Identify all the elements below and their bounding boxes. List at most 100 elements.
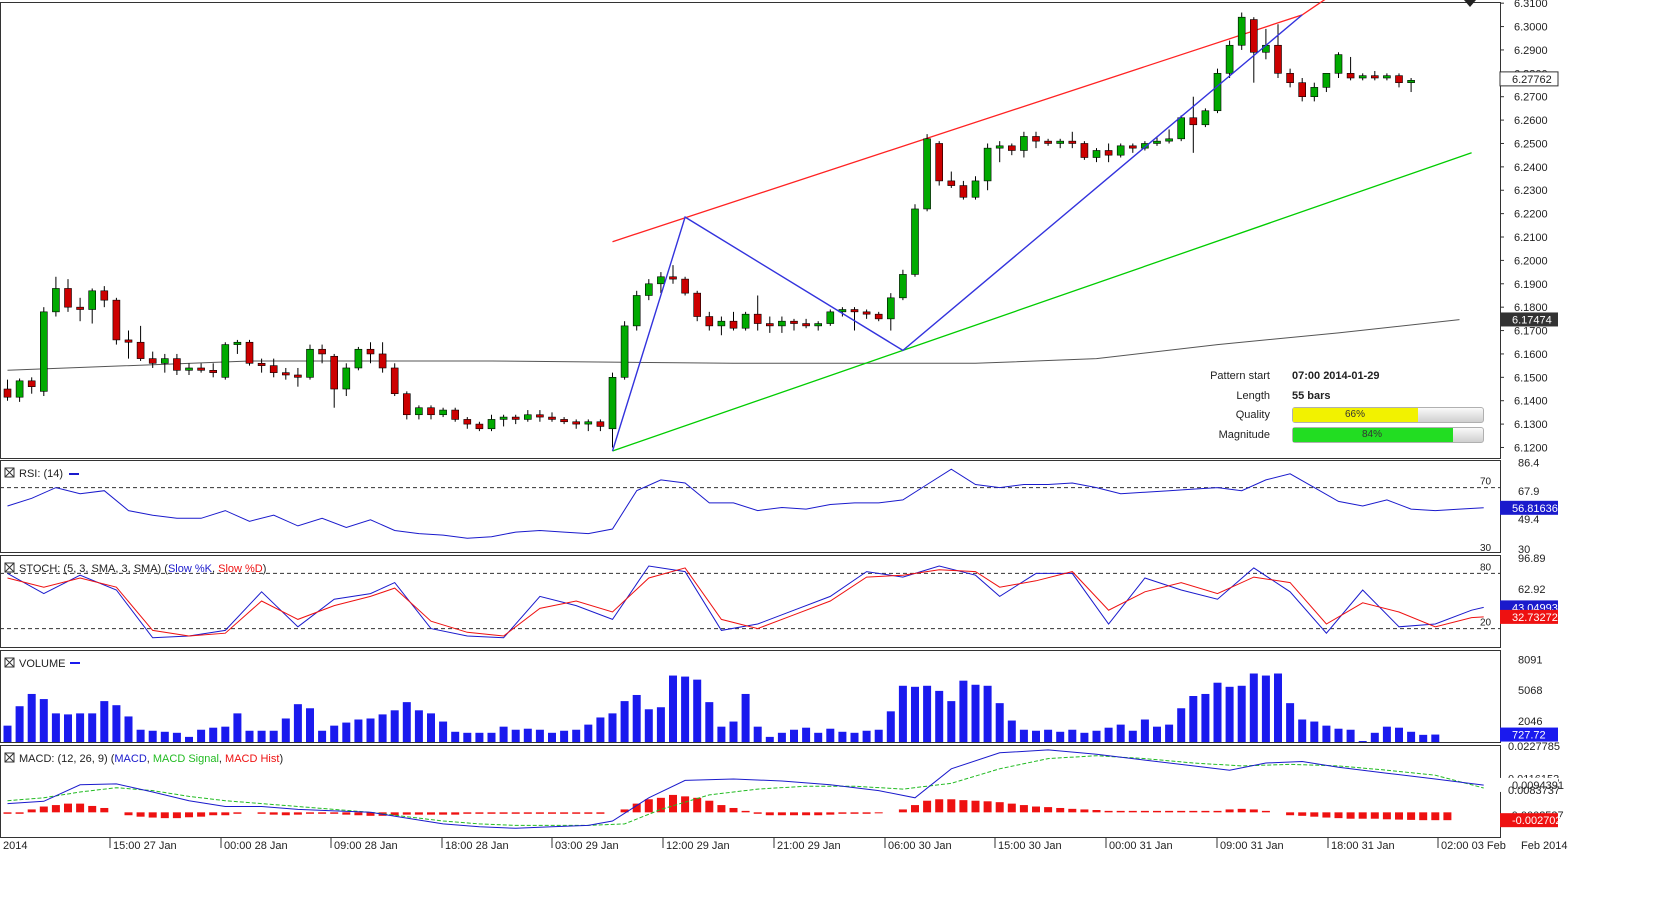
candle	[572, 419, 581, 429]
candle	[257, 358, 266, 373]
macd-current-label: 0.0094391	[1512, 780, 1564, 792]
price-tick-label: 6.1500	[1514, 372, 1548, 384]
stoch-collapse-icon[interactable]	[4, 562, 15, 573]
volume-bar	[681, 676, 690, 742]
candle	[1310, 82, 1319, 102]
time-label: 12:00 29 Jan	[666, 840, 730, 852]
candle-body	[523, 414, 532, 420]
price-tick-label: 6.1900	[1514, 279, 1548, 291]
macd-current-label-bg	[1500, 777, 1558, 792]
candle	[620, 321, 629, 380]
macd-hist-bar	[1201, 810, 1210, 813]
volume-bar	[523, 728, 532, 742]
macd-hist-bar	[1286, 812, 1295, 816]
candle	[451, 407, 460, 422]
candle	[935, 141, 944, 186]
price-tick-label: 6.2600	[1514, 115, 1548, 127]
candle	[88, 288, 96, 324]
candle	[281, 367, 290, 380]
length-label: Length	[1236, 390, 1270, 402]
candle-body	[281, 372, 290, 376]
volume-bar	[511, 729, 520, 742]
candle	[475, 421, 484, 432]
volume-bar	[1322, 725, 1331, 742]
candle-body	[1298, 82, 1306, 98]
volume-bar	[245, 730, 254, 742]
quality-label: Quality	[1235, 409, 1270, 421]
candle-body	[76, 306, 84, 310]
volume-title-group[interactable]: VOLUME	[4, 657, 65, 670]
rsi-current-label-bg	[1500, 500, 1558, 515]
macd-hist-bar	[136, 812, 145, 817]
candle	[1407, 78, 1415, 93]
candle	[1092, 148, 1101, 163]
macd-hist-bar	[644, 799, 653, 813]
volume-bar	[1261, 675, 1270, 742]
volume-bar	[632, 694, 641, 742]
candle	[318, 344, 326, 364]
price-tick-label: 6.2500	[1514, 138, 1548, 150]
candle-body	[1177, 117, 1185, 140]
macd-hist-bar	[330, 812, 339, 814]
volume-bar	[1419, 734, 1428, 742]
magnitude-bar-fill	[1293, 428, 1453, 442]
volume-bar	[366, 718, 375, 742]
volume-panel	[3, 673, 1440, 742]
stoch-d-current-label-bg	[1500, 609, 1558, 624]
candle	[669, 265, 677, 284]
candle-body	[717, 320, 726, 327]
macd-hist-bar	[983, 801, 992, 813]
volume-bar	[27, 693, 36, 742]
candle-body	[1129, 145, 1137, 149]
volume-bar	[185, 736, 193, 742]
macd-hist-bar	[390, 812, 399, 816]
candle-body	[1395, 75, 1403, 83]
volume-collapse-icon[interactable]	[4, 657, 15, 668]
price-tick-label: 6.1400	[1514, 396, 1548, 408]
price-tick-label: 6.2900	[1514, 45, 1548, 57]
volume-bar	[753, 726, 762, 742]
candle-body	[136, 341, 145, 359]
macd-title-group[interactable]: MACD: (12, 26, 9) (MACD, MACD Signal, MA…	[4, 752, 283, 765]
macd-hist-bar	[88, 805, 97, 813]
macd-hist-bar	[15, 812, 24, 814]
chart-menu-arrow-icon[interactable]	[1464, 0, 1476, 7]
candle-body	[1068, 140, 1077, 144]
candle	[814, 321, 823, 331]
candle-body	[1237, 16, 1246, 46]
volume-bar	[1286, 703, 1295, 742]
candle-body	[729, 320, 738, 329]
rsi-collapse-icon[interactable]	[4, 467, 15, 478]
macd-hist-bar	[233, 812, 242, 814]
macd-hist-bar	[535, 812, 544, 814]
candle	[899, 269, 907, 301]
price-tick-label: 6.1300	[1514, 419, 1548, 431]
macd-hist-bar	[632, 803, 641, 813]
volume-bar	[535, 729, 544, 742]
candle-body	[330, 355, 339, 390]
macd-hist-bar	[1419, 812, 1428, 821]
macd-hist-bar	[148, 812, 157, 818]
macd-hist-bar	[826, 812, 835, 815]
volume-bar	[790, 729, 798, 742]
price-panel	[3, 0, 1472, 452]
candle-body	[451, 409, 460, 420]
current-price-label-bg	[1499, 71, 1559, 87]
volume-current-label-bg	[1500, 727, 1558, 742]
candle-body	[548, 416, 556, 420]
candle	[1225, 40, 1234, 78]
stoch-title-group[interactable]: STOCH: (5, 3, SMA, 3, SMA) (Slow %K, Slo…	[4, 562, 266, 575]
macd-hist-bar	[656, 797, 665, 813]
magnitude-label: Magnitude	[1218, 429, 1270, 441]
candle-body	[1056, 140, 1064, 144]
rsi-title-group[interactable]: RSI: (14)	[4, 467, 63, 480]
macd-hist-bar	[1370, 812, 1379, 819]
candle	[1056, 138, 1064, 149]
candle	[209, 363, 217, 378]
candle	[499, 414, 508, 427]
volume-current-label: 727.72	[1512, 730, 1546, 742]
candle	[1020, 131, 1028, 158]
macd-collapse-icon[interactable]	[4, 752, 15, 763]
candle-body	[1007, 145, 1016, 151]
candle-body	[886, 297, 895, 320]
